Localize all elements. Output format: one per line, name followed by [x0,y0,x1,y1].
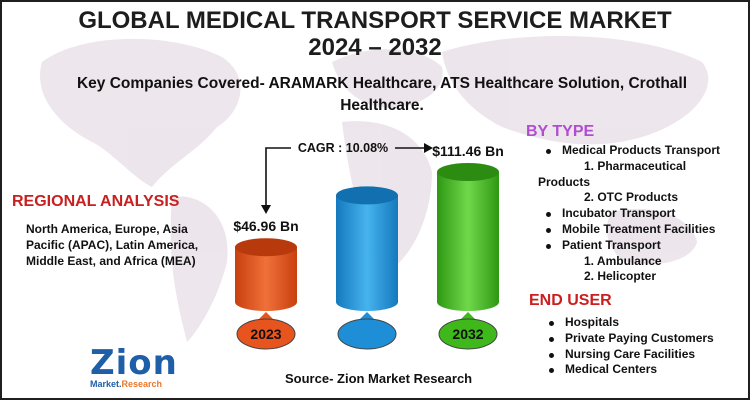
by-type-subitem: 2. Helicopter [584,269,657,284]
end-user-heading: END USER [529,292,612,309]
cagr-arrow-left [265,147,291,207]
by-type-subitem: 2. OTC Products [584,190,679,205]
pill-body [438,318,498,350]
regional-analysis-text: North America, Europe, Asia Pacific (APA… [26,222,199,268]
category-pill: 2032 [438,312,498,350]
bullet-icon [549,352,554,358]
chart-title-line1: GLOBAL MEDICAL TRANSPORT SERVICE MARKET [78,7,672,34]
by-type-list: Medical Products Transport 1. Pharmaceut… [538,143,720,285]
end-user-item: Private Paying Customers [549,331,714,347]
logo-subtext: Market.Research [90,379,163,389]
bar-body [235,247,297,302]
bullet-icon [546,243,551,249]
end-user-item: Medical Centers [549,362,714,378]
bar-value-label: $46.96 Bn [233,218,298,234]
bullet-icon [546,212,551,218]
bar-base [336,293,398,311]
bar-top [336,186,398,205]
by-type-heading: BY TYPE [526,123,595,140]
bar-top [235,238,297,257]
by-type-subitem: Products [538,174,591,189]
bullet-icon [549,368,554,374]
cagr-label: CAGR : 10.08% [298,141,388,155]
bullet-icon [546,227,551,233]
source-label: Source- Zion Market Research [285,371,473,386]
logo-wordmark: Zion [90,343,178,383]
bar-body [336,195,398,302]
pill-pointer [258,312,274,320]
bullet-icon [549,336,554,342]
pill-pointer [359,312,375,320]
bar-2032 [437,163,499,311]
end-user-item: Hospitals [549,315,714,331]
bar-body [437,172,499,302]
category-pill: 2023 [236,312,296,350]
by-type-subitem: 1. Ambulance [584,253,662,268]
category-label: 2023 [250,326,281,342]
bar-base [437,293,499,311]
pill-body [236,318,296,350]
bar-middle [336,186,398,311]
bullet-icon [546,149,551,154]
by-type-item: Incubator Transport [546,206,720,222]
bullet-icon [549,321,554,326]
chart-title-line2: 2024 – 2032 [308,34,442,61]
bar-base [235,293,297,311]
pill-pointer [460,312,476,320]
bar-2023 [235,238,297,311]
by-type-item: Mobile Treatment Facilities [546,222,720,238]
regional-analysis-heading: REGIONAL ANALYSIS [12,193,180,210]
zion-logo: Zion Market.Research [90,343,178,389]
pill-body [337,318,397,350]
category-pill [337,312,397,350]
cagr-arrow-right-head [424,143,433,153]
cagr-arrow-left-head [261,205,271,214]
bar-top [437,163,499,181]
key-companies-subtitle: Key Companies Covered- ARAMARK Healthcar… [76,75,688,114]
by-type-subitem: 1. Pharmaceutical [584,158,687,173]
by-type-item: Medical Products Transport [546,143,720,159]
by-type-item: Patient Transport [546,238,720,254]
category-label: 2032 [452,326,483,342]
bar-value-label: $111.46 Bn [432,143,504,159]
end-user-item: Nursing Care Facilities [549,347,714,363]
end-user-list: Hospitals Private Paying Customers Nursi… [549,315,714,378]
